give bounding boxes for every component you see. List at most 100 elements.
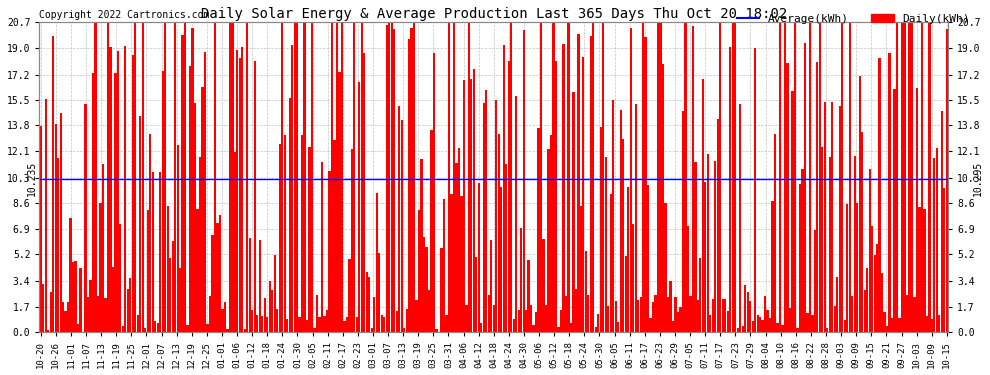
Bar: [166, 206, 168, 332]
Bar: [547, 149, 549, 332]
Bar: [256, 315, 258, 332]
Bar: [164, 22, 166, 332]
Bar: [669, 281, 671, 332]
Bar: [171, 241, 174, 332]
Bar: [52, 36, 54, 332]
Bar: [413, 22, 415, 332]
Bar: [350, 148, 353, 332]
Bar: [462, 80, 465, 332]
Bar: [530, 305, 533, 332]
Bar: [273, 255, 276, 332]
Bar: [286, 319, 288, 332]
Bar: [281, 22, 283, 332]
Bar: [237, 50, 239, 332]
Bar: [518, 310, 520, 332]
Bar: [523, 30, 525, 332]
Bar: [319, 317, 321, 332]
Bar: [360, 22, 363, 332]
Bar: [610, 194, 612, 332]
Bar: [244, 329, 246, 332]
Bar: [837, 278, 839, 332]
Bar: [525, 310, 528, 332]
Bar: [306, 320, 308, 332]
Bar: [729, 46, 732, 332]
Bar: [199, 157, 201, 332]
Bar: [176, 145, 179, 332]
Bar: [227, 329, 229, 332]
Bar: [508, 62, 510, 332]
Bar: [796, 328, 799, 332]
Bar: [398, 106, 400, 332]
Bar: [544, 305, 547, 332]
Bar: [179, 268, 181, 332]
Bar: [156, 324, 158, 332]
Bar: [560, 310, 562, 332]
Bar: [304, 22, 306, 332]
Bar: [540, 22, 543, 332]
Bar: [567, 22, 569, 332]
Bar: [876, 244, 878, 332]
Bar: [689, 296, 692, 332]
Bar: [649, 318, 651, 332]
Bar: [853, 156, 855, 332]
Bar: [263, 298, 266, 332]
Bar: [806, 313, 809, 332]
Bar: [592, 22, 594, 332]
Bar: [368, 277, 370, 332]
Bar: [107, 22, 109, 332]
Bar: [943, 188, 945, 332]
Bar: [842, 22, 843, 332]
Bar: [365, 272, 368, 332]
Bar: [622, 140, 625, 332]
Bar: [447, 22, 450, 332]
Bar: [562, 44, 564, 332]
Bar: [503, 45, 505, 332]
Bar: [707, 154, 709, 332]
Bar: [48, 330, 50, 332]
Bar: [222, 309, 224, 332]
Bar: [612, 100, 615, 332]
Bar: [151, 172, 153, 332]
Text: 10.235: 10.235: [27, 161, 37, 196]
Bar: [659, 22, 661, 332]
Bar: [169, 258, 171, 332]
Bar: [585, 251, 587, 332]
Bar: [615, 301, 617, 332]
Bar: [72, 262, 74, 332]
Bar: [801, 170, 804, 332]
Bar: [600, 126, 602, 332]
Bar: [62, 302, 64, 332]
Bar: [276, 309, 278, 332]
Bar: [191, 27, 194, 332]
Bar: [326, 310, 328, 332]
Bar: [667, 297, 669, 332]
Bar: [253, 62, 255, 332]
Bar: [916, 88, 918, 332]
Bar: [54, 124, 56, 332]
Title: Daily Solar Energy & Average Production Last 365 Days Thu Oct 20 18:02: Daily Solar Energy & Average Production …: [201, 7, 787, 21]
Bar: [428, 290, 431, 332]
Bar: [142, 22, 144, 332]
Bar: [375, 194, 378, 332]
Bar: [709, 315, 712, 332]
Bar: [727, 311, 729, 332]
Bar: [229, 22, 231, 332]
Bar: [475, 257, 477, 332]
Bar: [590, 36, 592, 332]
Bar: [893, 89, 896, 332]
Bar: [839, 106, 841, 332]
Bar: [132, 55, 134, 332]
Bar: [940, 111, 942, 332]
Bar: [288, 98, 291, 332]
Bar: [348, 259, 350, 332]
Bar: [224, 302, 226, 332]
Bar: [391, 22, 393, 332]
Bar: [363, 53, 365, 332]
Bar: [293, 22, 296, 332]
Bar: [102, 164, 104, 332]
Bar: [871, 226, 873, 332]
Bar: [465, 305, 467, 332]
Bar: [911, 22, 913, 332]
Bar: [565, 296, 567, 332]
Bar: [921, 22, 923, 332]
